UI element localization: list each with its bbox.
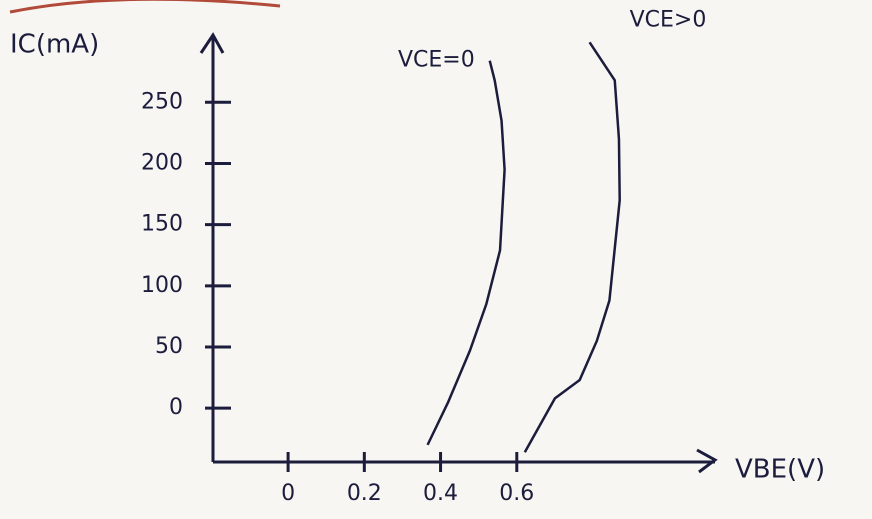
curve — [525, 42, 620, 452]
x-axis-title: VBE(V) — [735, 455, 825, 485]
y-axis-title: IC(mA) — [10, 30, 99, 60]
curve-label: VCE>0 — [630, 7, 707, 32]
x-tick-label: 0.4 — [423, 481, 458, 506]
curve-label: VCE=0 — [398, 48, 475, 73]
chart: IC(mA) VBE(V) 0 50 100 150 200 250 0 0.2 0.4 0.6 V… — [0, 0, 872, 519]
y-tick-label: 250 — [141, 89, 183, 114]
x-tick-label: 0 — [281, 481, 295, 506]
y-tick-label: 50 — [155, 334, 183, 359]
y-tick-label: 200 — [141, 150, 183, 175]
x-tick-label: 0.2 — [347, 481, 382, 506]
decoration — [10, 0, 280, 12]
y-tick-label: 0 — [169, 395, 183, 420]
y-tick-label: 150 — [141, 212, 183, 237]
x-tick-label: 0.6 — [499, 481, 534, 506]
curve — [428, 61, 505, 445]
y-tick-label: 100 — [141, 273, 183, 298]
